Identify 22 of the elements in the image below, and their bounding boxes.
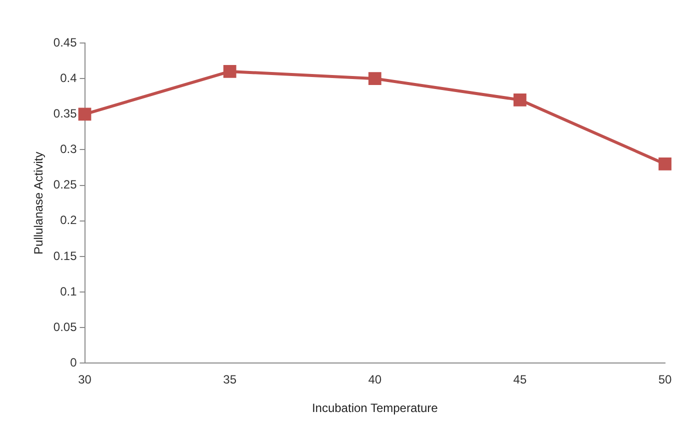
- x-tick-label: 45: [513, 372, 527, 387]
- y-tick-label: 0.4: [60, 70, 78, 85]
- y-tick-label: 0.05: [53, 320, 78, 334]
- y-tick-label: 0.3: [60, 142, 78, 156]
- point: [368, 72, 382, 86]
- point: [223, 65, 236, 78]
- x-tick-label: 50: [658, 372, 672, 387]
- y-tick-label: 0.2: [60, 213, 78, 228]
- x-axis-title: Incubation Temperature: [312, 401, 438, 416]
- y-tick-label: 0.45: [53, 35, 78, 50]
- y-tick-label: 0.25: [53, 178, 78, 192]
- y-tick-label: 0.1: [60, 284, 78, 298]
- x-tick-label: 35: [223, 372, 237, 387]
- point: [513, 93, 526, 106]
- y-tick-label: 0.15: [53, 248, 78, 263]
- y-axis-title: Pullulanase Activity: [32, 152, 46, 254]
- x-tick-label: 40: [368, 372, 382, 387]
- y-tick-label: 0: [70, 356, 78, 370]
- point: [658, 158, 672, 170]
- point: [78, 108, 92, 121]
- y-tick-label: 0.35: [53, 106, 78, 120]
- x-tick-label: 30: [78, 372, 92, 387]
